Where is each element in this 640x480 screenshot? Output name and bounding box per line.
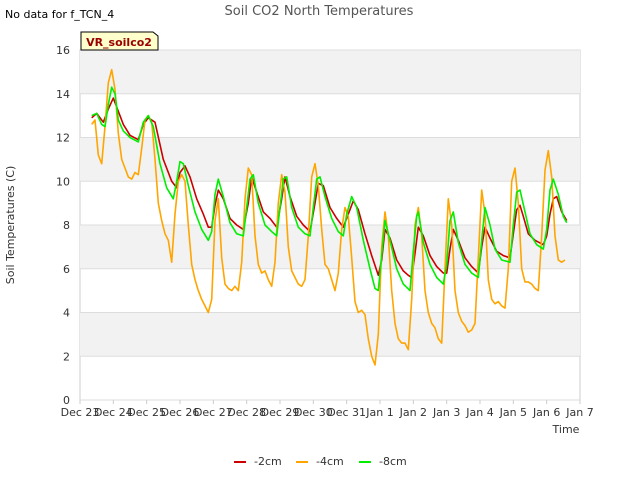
x-tick-label: Jan 1 [365,406,393,419]
x-tick-label: Dec 26 [161,406,200,419]
x-tick-label: Dec 23 [61,406,100,419]
y-axis-ticks: 0 2 4 6 8 10 12 14 16 [56,44,70,407]
x-tick-label: Jan 2 [399,406,427,419]
station-badge-box [80,31,159,51]
series-line-4cm [91,68,566,366]
legend-label: -8cm [379,455,407,468]
y-tick-label: 2 [63,350,70,363]
x-tick-label: Dec 31 [327,406,366,419]
y-tick-label: 8 [63,219,70,232]
chart-title: Soil CO2 North Temperatures [225,4,414,19]
x-tick-label: Jan 3 [432,406,460,419]
x-axis-label: Time [552,423,580,436]
y-tick-label: 12 [56,132,70,145]
x-tick-label: Jan 7 [565,406,593,419]
station-badge-label: VR_soilco2 [86,36,152,49]
y-tick-label: 10 [56,175,70,188]
x-tick-label: Dec 29 [261,406,300,419]
legend-label: -2cm [254,455,282,468]
y-axis-label: Soil Temperatures (C) [4,166,17,285]
y-tick-label: 4 [63,307,70,320]
no-data-note: No data for f_TCN_4 [5,8,115,21]
gridlines [80,49,580,401]
background-band [80,225,580,269]
legend: -2cm -4cm -8cm [234,455,407,468]
x-tick-label: Jan 4 [465,406,493,419]
background-band [80,312,580,357]
series-lines [91,68,568,366]
legend-label: -4cm [316,455,344,468]
x-tick-label: Dec 25 [127,406,166,419]
station-badge: VR_soilco2 [80,31,159,51]
y-tick-label: 0 [63,394,70,407]
x-tick-label: Dec 28 [227,406,266,419]
x-tick-label: Dec 24 [94,406,133,419]
x-tick-label: Dec 27 [194,406,233,419]
series-line-8cm [91,86,568,292]
background-band [80,50,580,94]
y-tick-label: 16 [56,44,70,57]
y-tick-label: 6 [63,263,70,276]
x-tick-label: Jan 5 [499,406,527,419]
x-tick-label: Dec 30 [294,406,333,419]
y-tick-label: 14 [56,88,70,101]
x-tick-label: Jan 6 [532,406,560,419]
